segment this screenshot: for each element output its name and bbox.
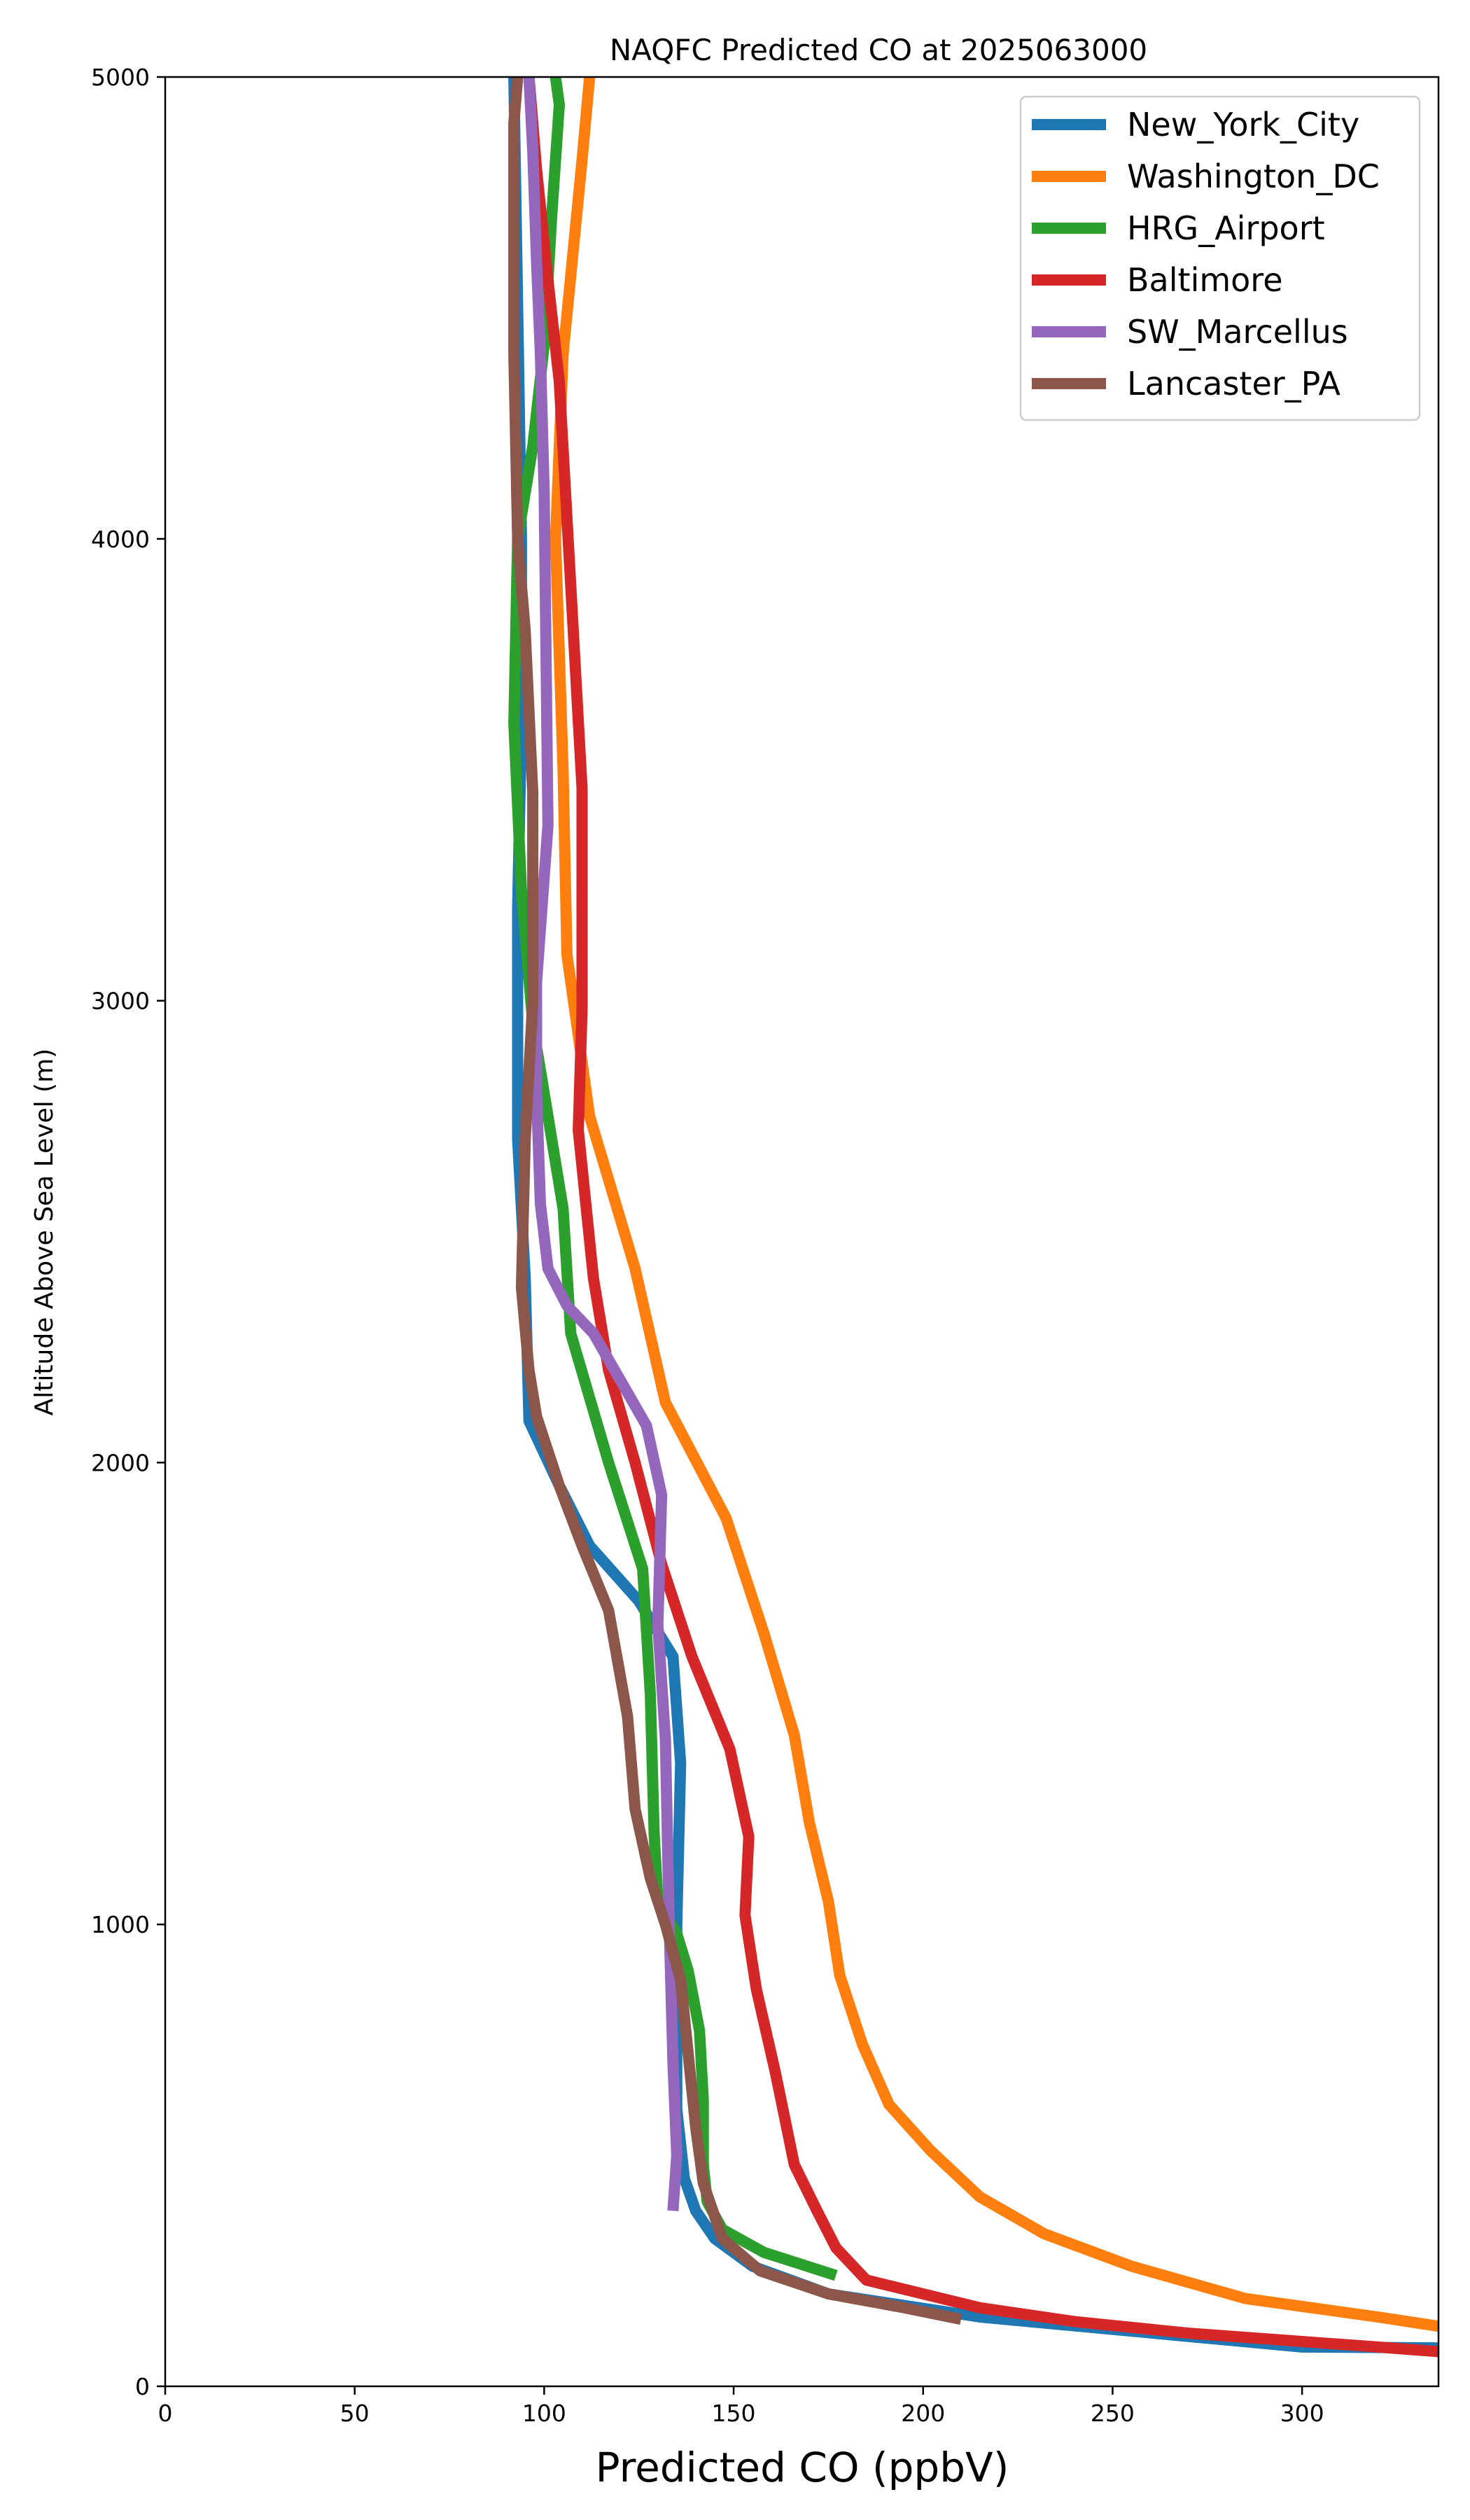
x-tick-label: 150: [712, 2400, 756, 2427]
x-tick-label: 300: [1280, 2400, 1324, 2427]
series-line-lancaster-pa: [508, 77, 962, 2325]
series-line-washington-dc: [550, 77, 1438, 2332]
x-tick-label: 50: [340, 2400, 370, 2427]
legend: New_York_City Washington_DC HRG_Airport Bal…: [1019, 95, 1421, 421]
x-tick-label: 100: [522, 2400, 566, 2427]
x-tick-label: 250: [1091, 2400, 1135, 2427]
y-axis-ticks: 0 1000 2000 3000 4000 5000: [91, 64, 165, 2400]
y-tick-label: 4000: [91, 526, 150, 553]
legend-box: [1019, 95, 1421, 421]
legend-label: Baltimore: [1127, 261, 1283, 299]
y-tick-label: 0: [135, 2373, 150, 2400]
y-tick-label: 1000: [91, 1911, 150, 1938]
x-axis-ticks: 0 50 100 150 200 250 300: [158, 2386, 1324, 2427]
series-line-baltimore: [523, 77, 1438, 2358]
legend-items: New_York_City Washington_DC HRG_Airport Bal…: [1032, 106, 1380, 402]
series-layer: [508, 77, 1438, 2358]
legend-label: Washington_DC: [1127, 158, 1380, 195]
legend-label: New_York_City: [1127, 106, 1359, 144]
y-axis-label: Altitude Above Sea Level (m): [30, 1049, 59, 1416]
x-axis-label: Predicted CO (ppbV): [596, 2444, 1009, 2491]
y-tick-label: 5000: [91, 64, 150, 91]
y-tick-label: 3000: [91, 988, 150, 1015]
plot-frame: [164, 76, 1440, 2388]
legend-label: Lancaster_PA: [1127, 365, 1340, 402]
legend-label: SW_Marcellus: [1127, 313, 1348, 351]
y-tick-label: 2000: [91, 1449, 150, 1476]
x-tick-label: 0: [158, 2400, 173, 2427]
x-tick-label: 200: [901, 2400, 945, 2427]
chart-title: NAQFC Predicted CO at 2025063000: [610, 33, 1147, 67]
legend-label: HRG_Airport: [1127, 209, 1325, 247]
series-line-sw-marcellus: [523, 77, 682, 2211]
